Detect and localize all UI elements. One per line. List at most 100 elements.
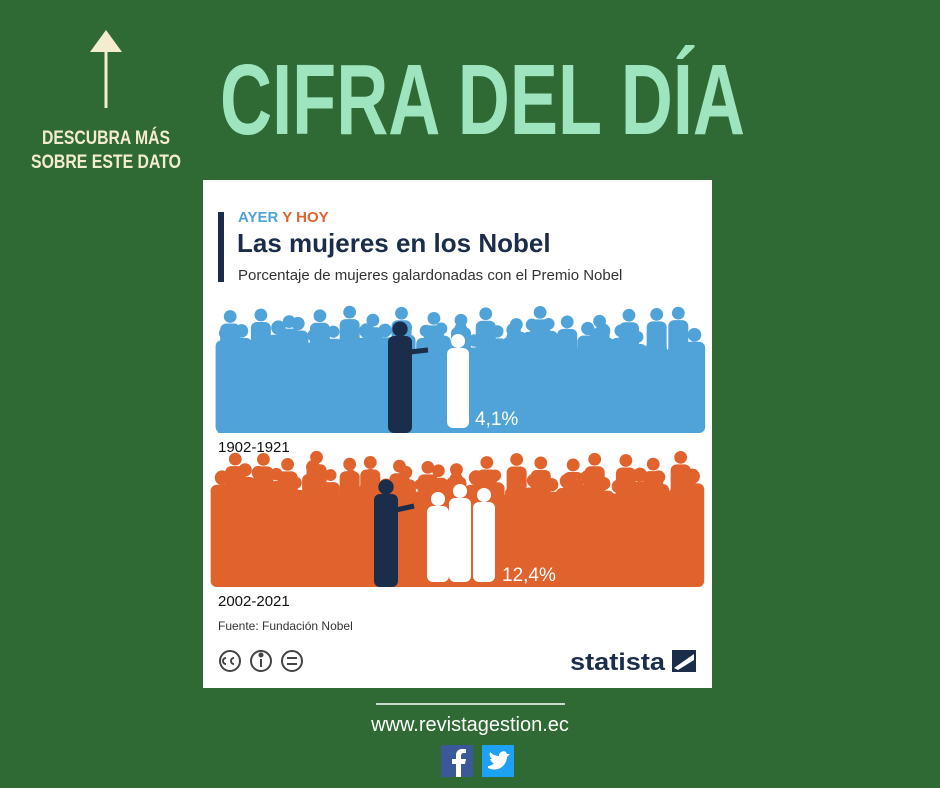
head [313,309,327,323]
body [584,466,605,547]
head [650,307,664,321]
crowd-2002 [210,450,705,587]
body [447,348,469,428]
head [687,327,702,342]
body [506,466,527,547]
hint-line[interactable]: DESCUBRA MÁS [42,127,170,149]
period-label: 1902-1921 [218,439,290,456]
head [510,453,524,466]
kicker-a: AYER [238,209,278,226]
body [615,467,636,547]
body [449,498,471,582]
head [254,308,268,322]
head [427,311,441,325]
head [588,452,602,466]
head [566,458,580,472]
body [339,319,360,393]
head [509,318,523,331]
body [557,328,578,393]
head [430,491,446,507]
body [427,506,449,582]
head [343,457,357,471]
body [374,494,398,587]
card-subtitle: Porcentaje de mujeres galardonadas con e… [238,267,622,284]
body [646,321,667,393]
body [670,464,691,547]
share-label: 4,1% [475,409,518,430]
body [683,341,706,433]
head [452,483,468,499]
body [475,320,496,393]
head [378,479,394,495]
body [618,322,639,393]
head [450,333,466,349]
brand[interactable]: statista [570,649,666,676]
head [395,306,408,320]
body [250,322,271,393]
body [589,328,610,393]
head [450,463,463,477]
head [343,305,357,319]
body [339,471,360,547]
head [223,310,237,323]
facebook-glyph [452,749,466,777]
head [324,469,337,482]
body [220,323,241,393]
card-title: Las mujeres en los Nobel [237,228,551,258]
arrow-head [90,30,122,52]
headline: CIFRA DEL DÍA [220,44,745,156]
body [563,471,584,547]
head [310,450,323,464]
card [203,180,712,688]
head [534,456,548,470]
head [479,307,493,321]
head [228,452,242,466]
head [674,450,688,464]
body [388,336,412,433]
arm [395,503,415,513]
twitter-glyph [488,751,510,770]
body [530,469,551,547]
head [480,456,494,469]
hint-line[interactable]: SOBRE ESTE DATO [31,152,181,173]
head [363,456,377,469]
head [622,308,636,322]
body [225,466,246,547]
head [476,487,492,503]
head [366,313,380,327]
body [309,322,330,393]
body [473,502,495,582]
head [560,315,574,329]
body [530,319,551,393]
website[interactable]: www.revistagestion.ec [370,714,569,736]
body [506,331,527,393]
body [277,471,298,547]
crowd-1902 [215,305,706,433]
head [392,321,408,337]
source: Fuente: Fundación Nobel [218,619,353,633]
period-label: 2002-2021 [218,593,290,610]
body [362,327,383,393]
arm [409,347,429,355]
license-icons [219,650,303,672]
head [593,314,606,328]
head [671,306,685,320]
body [253,466,274,547]
head [533,305,547,319]
body [306,464,327,547]
body [423,325,444,393]
head [281,457,295,471]
head [454,313,468,327]
head [421,460,435,474]
head [646,457,660,471]
body [643,471,664,547]
share-label: 12,4% [502,565,556,586]
brand-logo-mark [674,654,694,670]
kicker-b: Y HOY [282,209,328,226]
head [257,452,270,466]
head [432,464,445,478]
accent-bar [218,212,224,282]
head [619,454,633,467]
